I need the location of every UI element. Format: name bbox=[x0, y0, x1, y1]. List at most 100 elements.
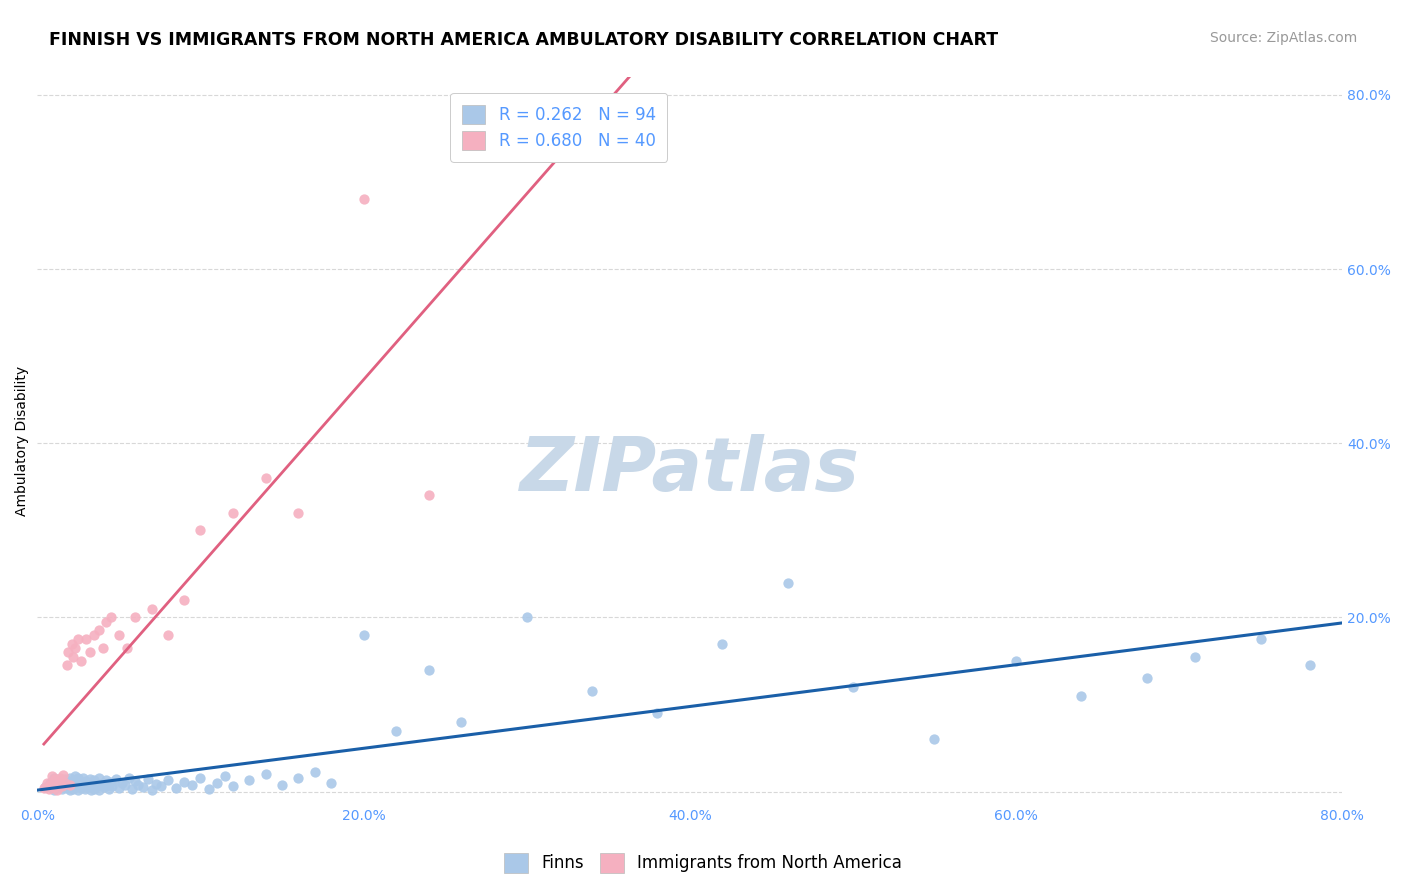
Point bbox=[89, 782, 111, 797]
Point bbox=[1070, 689, 1092, 703]
Point bbox=[214, 769, 236, 783]
Point bbox=[319, 776, 342, 790]
Point bbox=[165, 780, 187, 795]
Point bbox=[89, 624, 111, 638]
Point bbox=[127, 778, 149, 792]
Point bbox=[93, 780, 115, 795]
Point bbox=[53, 776, 76, 790]
Point bbox=[67, 782, 90, 797]
Text: ZIPatlas: ZIPatlas bbox=[520, 434, 860, 507]
Point bbox=[118, 772, 141, 786]
Point bbox=[89, 772, 111, 786]
Point bbox=[83, 628, 105, 642]
Point bbox=[79, 772, 101, 787]
Point bbox=[96, 778, 118, 792]
Point bbox=[222, 780, 245, 794]
Point bbox=[254, 767, 277, 781]
Point bbox=[70, 780, 93, 795]
Point bbox=[353, 628, 375, 642]
Point bbox=[145, 777, 167, 791]
Point bbox=[418, 663, 440, 677]
Point bbox=[41, 769, 63, 783]
Point bbox=[51, 776, 73, 790]
Point bbox=[62, 781, 84, 796]
Point bbox=[254, 471, 277, 485]
Point bbox=[1005, 654, 1028, 668]
Point bbox=[59, 771, 82, 785]
Y-axis label: Ambulatory Disability: Ambulatory Disability bbox=[15, 366, 30, 516]
Point bbox=[79, 645, 101, 659]
Point bbox=[38, 781, 60, 796]
Point bbox=[80, 782, 103, 797]
Point bbox=[1135, 671, 1157, 685]
Point bbox=[190, 523, 212, 537]
Point bbox=[581, 684, 603, 698]
Point bbox=[115, 640, 138, 655]
Point bbox=[59, 778, 82, 792]
Point bbox=[69, 780, 91, 794]
Point bbox=[62, 649, 84, 664]
Point bbox=[32, 780, 55, 795]
Point bbox=[80, 776, 103, 790]
Point bbox=[39, 776, 62, 790]
Point bbox=[72, 777, 94, 791]
Legend: Finns, Immigrants from North America: Finns, Immigrants from North America bbox=[498, 847, 908, 880]
Point bbox=[98, 781, 121, 796]
Point bbox=[51, 781, 73, 796]
Point bbox=[55, 774, 77, 789]
Point bbox=[353, 193, 375, 207]
Point bbox=[104, 772, 127, 787]
Point bbox=[842, 680, 865, 694]
Point bbox=[53, 772, 76, 787]
Point bbox=[44, 772, 66, 787]
Point bbox=[58, 645, 80, 659]
Point bbox=[132, 780, 155, 795]
Point bbox=[55, 658, 77, 673]
Legend: R = 0.262   N = 94, R = 0.680   N = 40: R = 0.262 N = 94, R = 0.680 N = 40 bbox=[450, 93, 668, 161]
Point bbox=[114, 779, 136, 793]
Point bbox=[72, 771, 94, 785]
Point bbox=[60, 780, 83, 795]
Point bbox=[42, 780, 65, 795]
Point bbox=[1298, 658, 1320, 673]
Point bbox=[100, 610, 122, 624]
Point bbox=[51, 780, 73, 794]
Point bbox=[63, 640, 86, 655]
Point bbox=[91, 640, 114, 655]
Point bbox=[84, 777, 107, 791]
Point bbox=[58, 778, 80, 792]
Point bbox=[63, 769, 86, 783]
Point bbox=[222, 506, 245, 520]
Point bbox=[238, 773, 260, 788]
Point bbox=[418, 488, 440, 502]
Point bbox=[82, 779, 104, 793]
Point bbox=[75, 632, 97, 647]
Point bbox=[77, 780, 100, 795]
Point bbox=[190, 772, 212, 786]
Point bbox=[60, 636, 83, 650]
Point bbox=[385, 723, 408, 738]
Point bbox=[108, 628, 131, 642]
Point bbox=[141, 601, 163, 615]
Point bbox=[52, 779, 75, 793]
Point bbox=[205, 776, 228, 790]
Point bbox=[75, 778, 97, 792]
Point bbox=[48, 774, 70, 789]
Point bbox=[121, 781, 143, 796]
Point bbox=[37, 776, 59, 790]
Point bbox=[101, 780, 124, 794]
Point bbox=[45, 778, 67, 792]
Point bbox=[52, 768, 75, 782]
Point bbox=[156, 628, 179, 642]
Point bbox=[86, 780, 108, 794]
Point bbox=[271, 778, 294, 792]
Point bbox=[62, 776, 84, 790]
Point bbox=[141, 782, 163, 797]
Point bbox=[150, 780, 173, 794]
Point bbox=[45, 782, 67, 797]
Point bbox=[450, 714, 472, 729]
Point bbox=[83, 781, 105, 796]
Point bbox=[197, 781, 219, 796]
Point bbox=[645, 706, 668, 721]
Point bbox=[111, 776, 134, 790]
